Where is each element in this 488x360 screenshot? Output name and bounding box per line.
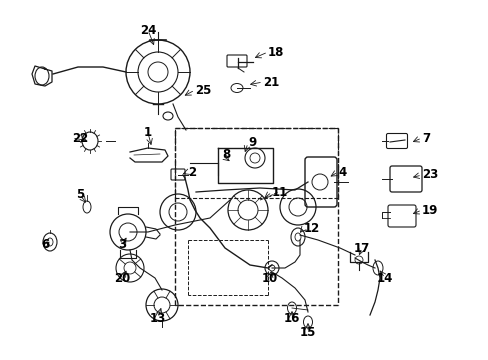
Text: 16: 16	[283, 311, 300, 324]
Text: 10: 10	[262, 271, 278, 284]
Text: 2: 2	[187, 166, 196, 179]
Text: 17: 17	[353, 242, 369, 255]
Text: 3: 3	[118, 238, 126, 252]
Text: 11: 11	[271, 185, 287, 198]
Text: 1: 1	[143, 126, 152, 139]
Text: 19: 19	[421, 203, 437, 216]
Text: 25: 25	[195, 84, 211, 96]
Text: 18: 18	[267, 45, 284, 58]
Text: 23: 23	[421, 168, 437, 181]
Text: 4: 4	[337, 166, 346, 179]
Text: 5: 5	[76, 189, 84, 202]
Text: 15: 15	[299, 325, 316, 338]
Text: 14: 14	[376, 271, 392, 284]
Text: 24: 24	[140, 23, 156, 36]
Text: 12: 12	[304, 221, 320, 234]
Text: 8: 8	[222, 148, 230, 162]
Text: 9: 9	[247, 136, 256, 149]
Text: 20: 20	[114, 271, 130, 284]
Text: 22: 22	[72, 131, 88, 144]
Text: 21: 21	[263, 76, 279, 89]
Text: 6: 6	[41, 238, 49, 252]
Text: 13: 13	[149, 311, 166, 324]
Text: 7: 7	[421, 131, 429, 144]
